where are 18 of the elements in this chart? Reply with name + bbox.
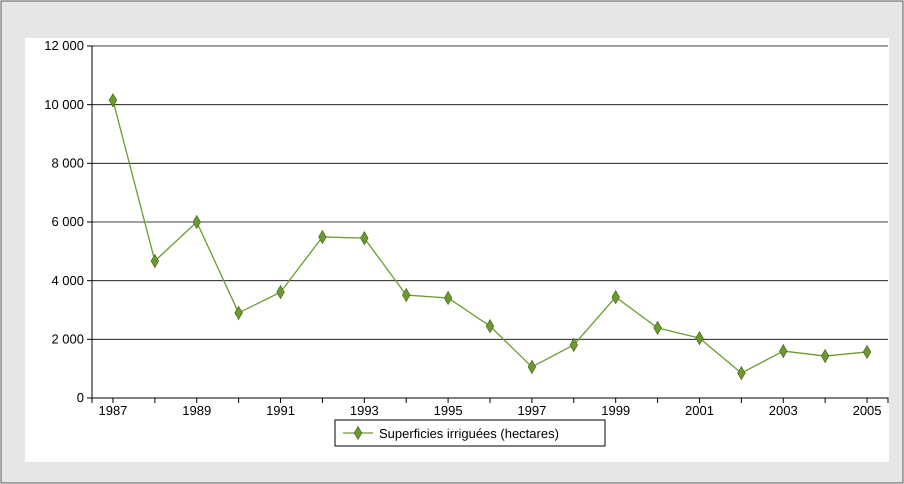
y-tick-label: 12 000	[44, 38, 84, 54]
y-tick-label: 10 000	[44, 96, 84, 112]
x-tick-label: 1997	[517, 403, 546, 418]
x-tick-label: 1993	[350, 403, 379, 418]
y-tick-label: 8 000	[51, 155, 84, 170]
y-tick-label: 0	[76, 390, 84, 406]
x-tick-label: 2005	[852, 403, 882, 418]
x-tick-label: 2003	[768, 403, 798, 418]
x-tick-label: 1995	[434, 403, 463, 418]
y-tick-label: 6 000	[51, 214, 84, 230]
x-tick-label: 1987	[98, 403, 128, 418]
legend-label: Superficies irriguées (hectares)	[379, 426, 559, 441]
x-tick-label: 1999	[601, 403, 630, 418]
y-tick-label: 2 000	[51, 331, 84, 346]
x-tick-label: 1991	[266, 403, 295, 418]
x-tick-label: 2001	[685, 403, 714, 418]
y-tick-label: 4 000	[51, 272, 84, 288]
x-tick-label: 1989	[182, 403, 212, 418]
